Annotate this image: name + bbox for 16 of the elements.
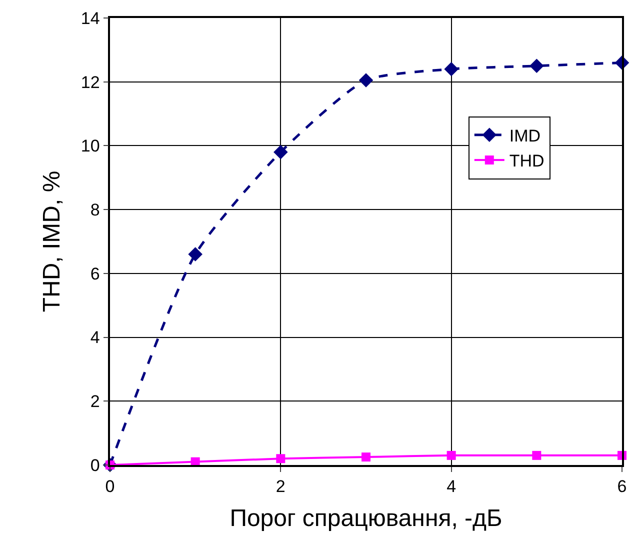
y-tick-label: 2 xyxy=(90,392,100,412)
y-tick-label: 4 xyxy=(90,328,100,348)
x-tick-label: 2 xyxy=(276,477,286,496)
y-tick-label: 12 xyxy=(80,72,100,92)
y-tick-label: 14 xyxy=(80,8,100,28)
y-axis-title: THD, IMD, % xyxy=(38,170,66,312)
y-tick-label: 10 xyxy=(80,136,100,156)
x-tick-label: 0 xyxy=(105,477,115,496)
x-tick-label: 6 xyxy=(617,477,627,496)
x-tick-label: 4 xyxy=(446,477,456,496)
y-tick-label: 0 xyxy=(90,456,100,475)
x-axis-title: Порог спрацювання, -дБ xyxy=(230,504,502,532)
y-tick-label: 6 xyxy=(90,264,100,284)
legend-label: IMD xyxy=(509,126,541,146)
y-tick-label: 8 xyxy=(90,200,100,220)
legend-label: THD xyxy=(509,152,544,171)
